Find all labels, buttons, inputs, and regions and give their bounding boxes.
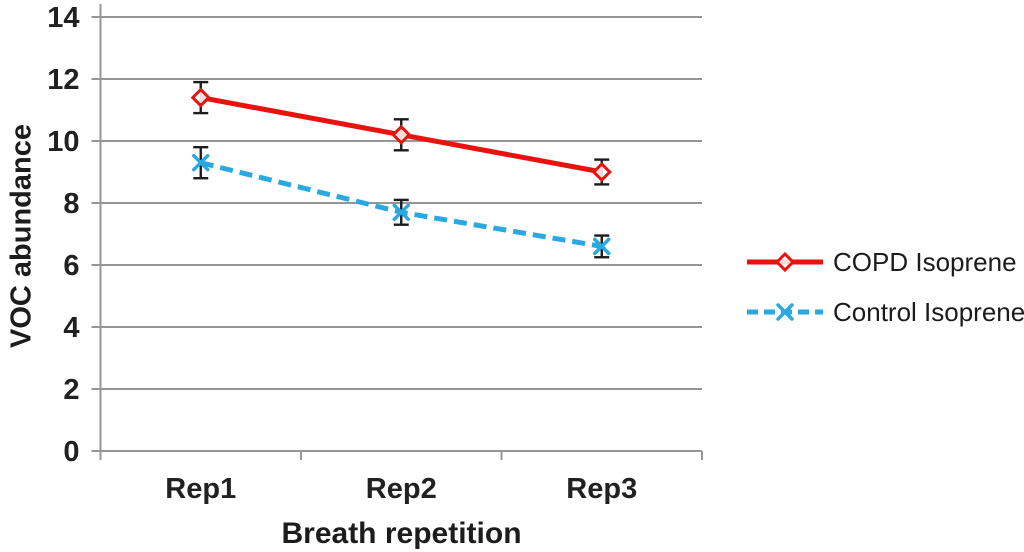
series-0-diamond-marker-icon (190, 87, 211, 108)
series-1-x-marker-icon (192, 153, 210, 172)
legend-control-line-sample-icon (747, 303, 823, 321)
legend-1-x-marker-icon (776, 303, 794, 321)
x-tick-label-Rep3: Rep3 (566, 473, 637, 505)
legend-label-copd: COPD Isoprene (833, 246, 1017, 277)
series-1-x-marker-icon (593, 237, 611, 256)
series-0-diamond-marker-icon (591, 161, 612, 183)
x-tick-label-Rep2: Rep2 (366, 473, 437, 505)
y-tick-label-6: 6 (63, 250, 79, 282)
x-axis-title: Breath repetition (281, 517, 522, 550)
legend-label-control: Control Isoprene (833, 296, 1024, 327)
y-tick-label-12: 12 (47, 64, 79, 96)
y-tick-label-0: 0 (63, 436, 79, 468)
series-0-diamond-marker-icon (391, 124, 412, 145)
legend: COPD Isoprene Control Isoprene (746, 247, 1024, 327)
legend-item-control-isoprene: Control Isoprene (746, 297, 1024, 327)
y-tick-label-14: 14 (47, 2, 79, 34)
y-tick-label-8: 8 (63, 188, 79, 220)
legend-item-copd-isoprene: COPD Isoprene (746, 247, 1024, 277)
y-tick-label-2: 2 (63, 374, 79, 406)
legend-copd-line-sample-icon (747, 251, 823, 273)
series-1-x-marker-icon (392, 203, 410, 222)
y-tick-label-10: 10 (47, 126, 79, 158)
x-tick-label-Rep1: Rep1 (165, 473, 236, 505)
y-tick-label-4: 4 (63, 312, 79, 344)
legend-0-diamond-marker-icon (774, 251, 796, 273)
y-axis-title: VOC abundance (5, 124, 38, 348)
